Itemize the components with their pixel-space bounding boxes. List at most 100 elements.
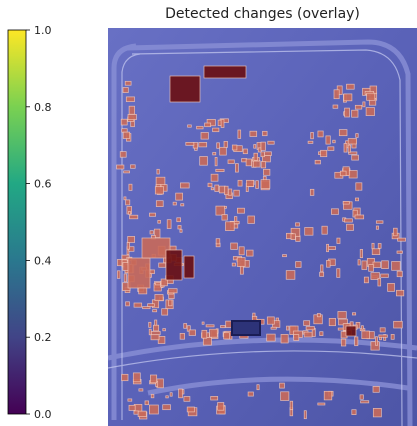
- change-region: [138, 287, 148, 295]
- change-region: [238, 246, 245, 256]
- change-region: [219, 146, 227, 156]
- change-region: [225, 221, 235, 231]
- colorbar-tick-label: 0.0: [34, 408, 52, 421]
- change-region: [237, 129, 242, 139]
- change-region: [212, 152, 217, 156]
- change-region: [175, 192, 183, 201]
- change-region: [333, 89, 340, 100]
- change-region: [336, 268, 341, 278]
- change-region: [323, 390, 333, 401]
- change-region: [381, 260, 389, 269]
- change-region: [125, 301, 130, 307]
- road-edge: [131, 49, 403, 426]
- change-region: [372, 261, 381, 268]
- change-region: [305, 326, 315, 331]
- change-region: [123, 170, 130, 174]
- change-region: [214, 157, 218, 167]
- change-region: [355, 197, 359, 202]
- change-region: [217, 402, 225, 411]
- change-region: [137, 410, 147, 417]
- change-region: [185, 142, 195, 146]
- change-region: [235, 163, 239, 173]
- change-region: [157, 220, 161, 224]
- strong-change-region: [203, 65, 247, 79]
- change-region: [180, 182, 190, 189]
- change-region: [196, 125, 204, 130]
- change-region: [116, 164, 125, 170]
- change-region: [177, 225, 182, 230]
- change-region: [133, 302, 143, 308]
- change-region: [227, 159, 235, 164]
- change-region: [387, 283, 395, 292]
- change-region: [153, 228, 161, 238]
- change-region: [378, 334, 388, 338]
- change-region: [212, 127, 220, 133]
- change-region: [154, 186, 164, 195]
- change-region: [230, 242, 238, 250]
- change-region: [375, 336, 378, 346]
- change-region: [148, 321, 152, 328]
- change-region: [352, 312, 357, 316]
- strong-change-region: [165, 249, 183, 281]
- change-region: [247, 391, 254, 397]
- change-region: [183, 323, 188, 329]
- change-region: [150, 374, 158, 384]
- change-region: [247, 215, 255, 224]
- change-region: [363, 276, 369, 284]
- change-region: [379, 327, 386, 333]
- change-region: [380, 273, 389, 278]
- change-region: [150, 334, 160, 341]
- road-edge: [121, 53, 141, 420]
- change-region: [326, 260, 331, 268]
- change-region: [160, 278, 168, 287]
- change-region: [295, 222, 300, 227]
- change-region: [280, 334, 289, 344]
- change-region: [201, 329, 208, 339]
- road-edge: [108, 350, 417, 369]
- change-region: [317, 402, 326, 406]
- change-region: [397, 237, 406, 242]
- change-region: [242, 148, 248, 155]
- outlined-structure: [231, 320, 261, 336]
- change-region: [152, 309, 158, 313]
- colorbar: 0.0 0.2 0.4 0.6 0.8 1.0: [7, 24, 52, 421]
- change-region: [125, 199, 131, 206]
- change-region: [121, 373, 129, 382]
- change-region: [122, 131, 131, 139]
- change-region: [372, 408, 382, 418]
- change-region: [233, 189, 240, 197]
- change-region: [130, 164, 136, 169]
- change-region: [199, 156, 208, 166]
- change-region: [347, 138, 357, 145]
- change-region: [357, 259, 361, 266]
- change-region: [128, 183, 133, 191]
- change-region: [391, 261, 401, 271]
- change-region: [161, 308, 169, 316]
- change-region: [328, 318, 336, 327]
- change-region: [198, 142, 208, 148]
- change-region: [267, 140, 275, 145]
- change-region: [320, 264, 324, 273]
- change-region: [348, 170, 358, 179]
- change-region: [224, 205, 227, 209]
- change-region: [346, 83, 355, 90]
- change-region: [119, 151, 127, 158]
- change-region: [186, 406, 195, 413]
- change-region: [351, 154, 359, 161]
- change-region: [252, 160, 261, 168]
- change-region: [266, 333, 276, 342]
- change-region: [310, 132, 314, 140]
- change-region: [183, 396, 191, 402]
- change-region: [249, 130, 258, 137]
- change-region: [231, 262, 236, 267]
- change-region: [319, 331, 324, 336]
- change-region: [260, 161, 267, 169]
- strong-change-region: [345, 325, 357, 337]
- change-region: [270, 326, 277, 330]
- change-region: [215, 168, 225, 172]
- change-region: [167, 288, 178, 294]
- change-region: [354, 214, 365, 220]
- colorbar-tick-label: 1.0: [34, 24, 52, 37]
- change-region: [370, 272, 380, 280]
- change-region: [149, 404, 159, 415]
